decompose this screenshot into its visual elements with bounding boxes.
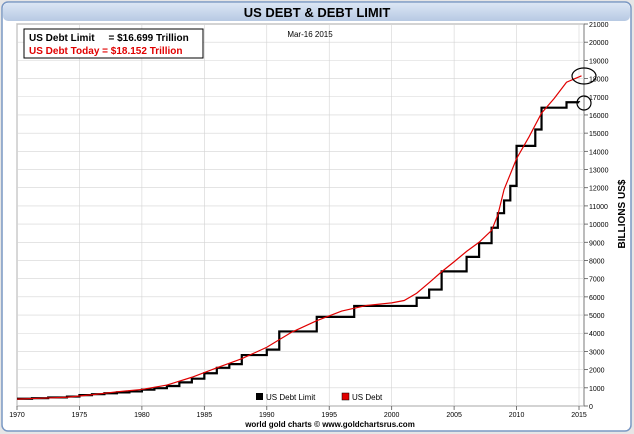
y-tick-label: 18000 (589, 77, 609, 84)
x-tick-label: 1985 (197, 412, 213, 419)
y-tick-label: 13000 (589, 168, 609, 175)
y-tick-label: 16000 (589, 113, 609, 120)
debt-limit-circle (576, 95, 592, 111)
legend-swatch-debt (341, 392, 350, 401)
chart-title: US DEBT & DEBT LIMIT (244, 5, 391, 20)
credit-text: world gold charts © www.goldchartsrus.co… (244, 420, 415, 429)
x-tick-label: 1980 (134, 412, 150, 419)
y-tick-label: 20000 (589, 40, 609, 47)
debt-today-circle (571, 67, 597, 85)
x-axis-ticks: 1970 1975 1980 1985 1990 1995 2000 2005 2010 2015 (9, 406, 587, 419)
y-tick-label: 8000 (589, 258, 605, 265)
title-bar (3, 3, 630, 21)
y-tick-label: 4000 (589, 331, 605, 338)
y-tick-label: 9000 (589, 240, 605, 247)
series-group (16, 75, 582, 400)
date-label: Mar-16 2015 (287, 30, 333, 39)
x-tick-label: 1970 (9, 412, 25, 419)
info-debt-today: US Debt Today = $18.152 Trillion (29, 46, 182, 57)
legend-label-debt: US Debt (352, 393, 383, 402)
y-tick-label: 11000 (589, 204, 608, 211)
x-tick-label: 1990 (259, 412, 275, 419)
x-tick-label: 2000 (384, 412, 400, 419)
y-tick-label: 5000 (589, 313, 605, 320)
info-debt-limit: US Debt Limit = $16.699 Trillion (29, 33, 189, 44)
highlight-circles (571, 67, 597, 111)
y-tick-label: 12000 (589, 186, 609, 193)
y-tick-label: 0 (589, 404, 593, 411)
series-debt-line (16, 75, 582, 400)
x-tick-label: 1975 (72, 412, 88, 419)
y-tick-label: 10000 (589, 222, 609, 229)
legend-label-debt-limit: US Debt Limit (266, 393, 316, 402)
y-tick-label: 1000 (589, 386, 605, 393)
series-debt-limit-line (17, 101, 581, 400)
x-tick-label: 2010 (509, 412, 525, 419)
y-axis-ticks: 0 1000 2000 3000 4000 5000 6000 7000 8000 9000 100… (584, 22, 609, 411)
legend-swatch-debt-limit (256, 393, 263, 400)
y-tick-label: 17000 (589, 95, 609, 102)
plot-area (16, 23, 585, 407)
y-tick-label: 2000 (589, 368, 605, 375)
x-tick-label: 2005 (446, 412, 462, 419)
x-tick-label: 1995 (321, 412, 337, 419)
x-tick-label: 2015 (571, 412, 587, 419)
y-tick-label: 19000 (589, 58, 609, 65)
legend: US Debt Limit US Debt (256, 392, 383, 402)
y-tick-label: 14000 (589, 149, 609, 156)
y-tick-label: 7000 (589, 277, 605, 284)
info-box-frame (23, 28, 204, 59)
y-tick-label: 21000 (589, 22, 609, 29)
y-tick-label: 15000 (589, 131, 609, 138)
info-box: US Debt Limit = $16.699 Trillion US Debt… (23, 28, 204, 59)
y-tick-label: 3000 (589, 349, 605, 356)
y-tick-label: 6000 (589, 295, 605, 302)
y-axis-label: BILLIONS US$ (617, 179, 628, 248)
grid-lines (16, 23, 584, 407)
